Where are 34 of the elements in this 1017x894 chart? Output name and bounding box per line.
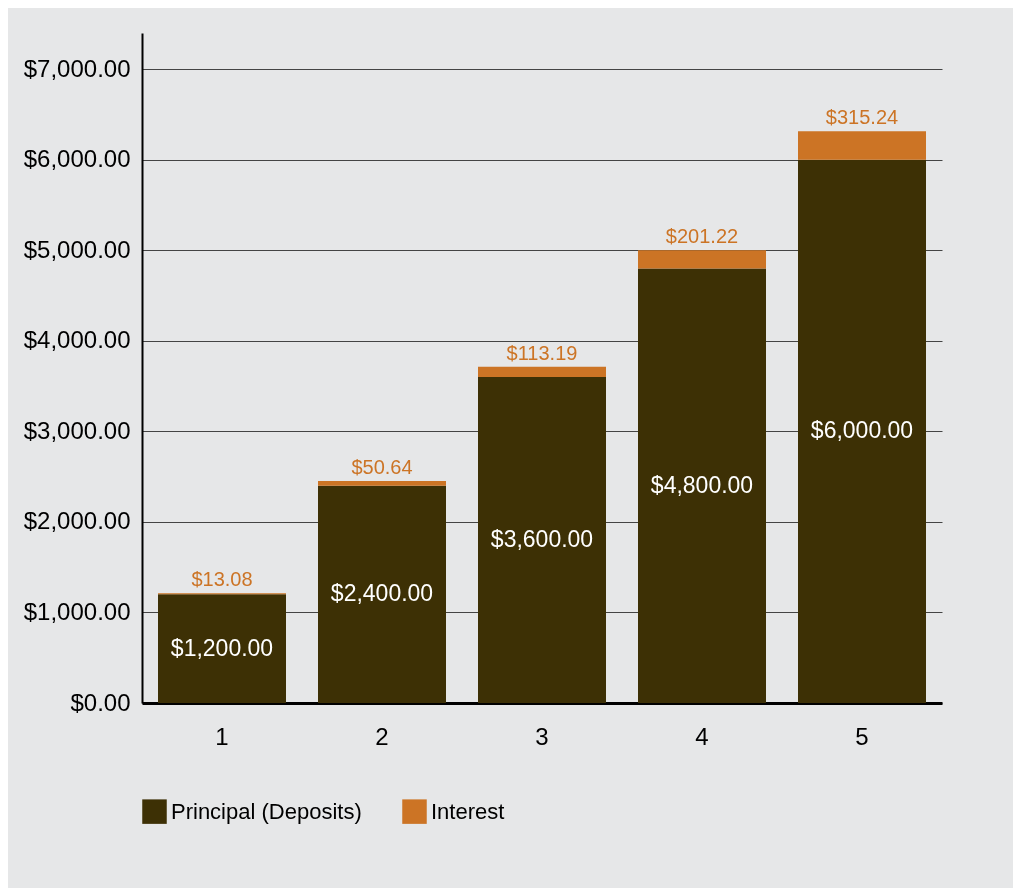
data-label: $315.24 [825, 106, 899, 129]
bar [478, 366, 606, 378]
bar [798, 159, 926, 703]
y-tick-label: $2,000.00 [23, 507, 131, 535]
x-tick-label: 2 [375, 722, 389, 750]
bar [318, 485, 446, 703]
bar [638, 250, 766, 269]
y-tick-label: $7,000.00 [23, 54, 131, 82]
data-label: $2,400.00 [330, 580, 434, 607]
y-tick-label: $6,000.00 [23, 145, 131, 173]
x-tick-label: 1 [215, 722, 229, 750]
data-label: $1,200.00 [170, 634, 274, 661]
data-label: $3,600.00 [490, 526, 594, 553]
x-tick-label: 4 [695, 722, 709, 750]
bar [798, 131, 926, 160]
legend-label: Interest [431, 798, 505, 824]
legend-label: Principal (Deposits) [171, 798, 362, 824]
data-label: $13.08 [191, 568, 253, 591]
y-tick-label: $1,000.00 [23, 597, 131, 625]
data-label: $4,800.00 [650, 471, 754, 498]
y-tick-label: $0.00 [70, 688, 131, 716]
bar [318, 481, 446, 486]
data-label: $201.22 [665, 225, 739, 248]
y-tick-label: $3,000.00 [23, 416, 131, 444]
y-tick-label: $4,000.00 [23, 326, 131, 354]
data-label: $113.19 [506, 341, 578, 364]
bar [158, 594, 286, 703]
data-label: $50.64 [351, 456, 413, 479]
bar [638, 268, 766, 703]
x-tick-label: 3 [535, 722, 549, 750]
data-label: $6,000.00 [810, 417, 914, 444]
y-tick-label: $5,000.00 [23, 235, 131, 263]
bar [478, 377, 606, 703]
x-tick-label: 5 [855, 722, 869, 750]
